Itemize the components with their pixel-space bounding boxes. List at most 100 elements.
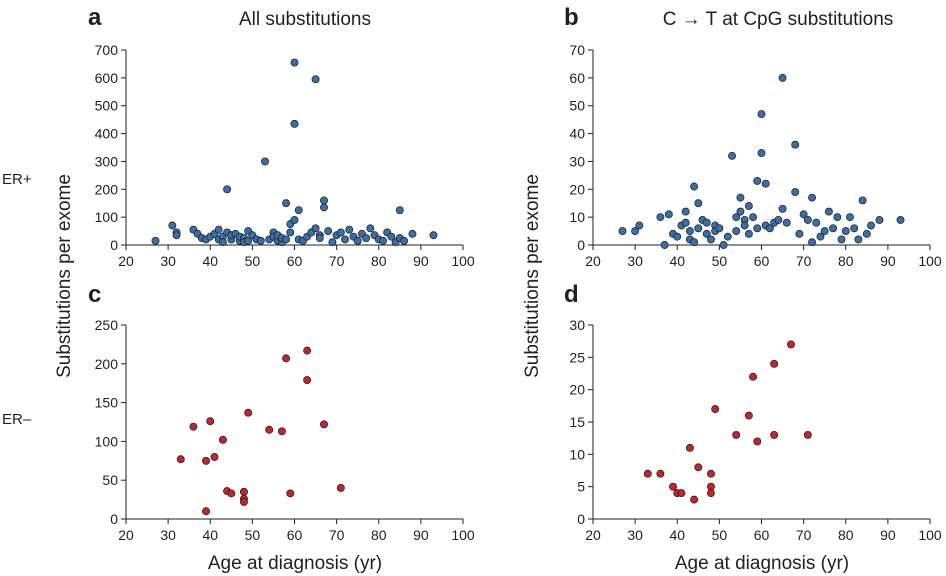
row-label-er-pos: ER+ (2, 171, 32, 188)
panel-b-x-tick-label: 20 (585, 253, 601, 269)
panel-a-y-tick-label: 600 (95, 70, 119, 86)
panel-b-data-point (736, 207, 745, 216)
panel-c-chart: c 0 50 100 150 200 250 20 30 40 50 60 70 80 90 100 (88, 281, 475, 543)
panel-a-y-tick-label: 500 (95, 98, 119, 114)
y-axis-label-left: Substitutions per exome (54, 174, 75, 378)
panel-b-data-point (808, 238, 817, 247)
panel-c-label: c (88, 281, 101, 308)
panel-d-x-tick-label: 60 (754, 527, 770, 543)
panel-a-data-point (286, 228, 295, 237)
panel-d-y-tick-label: 10 (569, 446, 585, 462)
panel-a-x-tick-label: 50 (245, 253, 261, 269)
panel-c-y-tick-label: 50 (102, 472, 118, 488)
panel-c-x-tick-label: 50 (245, 527, 261, 543)
panel-d-x-tick-label: 30 (627, 527, 643, 543)
panel-b-data-point (791, 140, 800, 149)
panel-a-data-point (429, 231, 438, 240)
panel-b-x-tick-label: 40 (669, 253, 685, 269)
panel-a-data-point (282, 199, 291, 208)
panel-a-data-point (315, 234, 324, 242)
panel-c-data-point (286, 489, 295, 498)
panel-b-data-point (808, 193, 817, 202)
panel-b-y-tick-label: 70 (569, 42, 585, 58)
panel-a-data-point (214, 225, 223, 234)
panel-b-data-point (681, 218, 690, 227)
panel-a-x-tick-label: 90 (413, 253, 429, 269)
panel-b-y-tick-label: 50 (569, 98, 585, 114)
panel-d-data-point (744, 411, 753, 420)
panel-b-data-point (732, 213, 741, 222)
y-axis-label-right: Substitutions per exome (522, 174, 543, 378)
panel-c-y-tick-label: 0 (110, 511, 118, 527)
panel-c-data-point (303, 376, 312, 385)
panel-d-data-point (770, 359, 779, 368)
panel-d-x-tick-label: 20 (585, 527, 601, 543)
panel-b-data-point (837, 235, 846, 244)
panel-b-data-point (854, 235, 863, 244)
panel-b-data-point (702, 229, 711, 238)
panel-a-data-point (311, 224, 320, 233)
panel-c-data-point (265, 425, 274, 434)
panel-b-data-point (850, 224, 859, 233)
panel-d-data-point (656, 469, 665, 478)
panel-b-data-point (824, 207, 833, 216)
panel-b-data-point (723, 232, 732, 241)
panel-d-data-point (707, 469, 715, 478)
panel-a-data-point (328, 238, 337, 247)
panel-b-data-point (829, 224, 838, 233)
panel-b-y-tick-label: 30 (569, 153, 585, 169)
panel-d-data-point (770, 430, 779, 439)
panel-d-x-tick-label: 100 (918, 527, 942, 543)
panel-d-y-tick-label: 15 (569, 414, 585, 430)
panel-d-data-point (707, 489, 715, 498)
panel-b-data-point (715, 224, 724, 233)
panel-b-data-point (846, 213, 854, 222)
panel-a-data-point (362, 234, 371, 242)
panel-b-data-point (681, 207, 690, 216)
panel-a-y-tick-label: 400 (95, 126, 119, 142)
panel-a-x-tick-label: 60 (287, 253, 303, 269)
panel-a-data-point (290, 215, 299, 224)
panel-c-y-tick-label: 250 (95, 317, 119, 333)
panel-a-x-tick-label: 80 (371, 253, 387, 269)
panel-a-data-point (320, 203, 328, 212)
panel-a-y-tick-label: 0 (110, 237, 118, 253)
panel-b-data-point (791, 188, 800, 197)
panel-a-chart: a All substitutions 0 100 200 300 400 500 600 7… (88, 4, 475, 269)
panel-a-data-point (168, 221, 177, 230)
panel-c-data-point (320, 420, 328, 429)
panel-a-data-point (379, 236, 387, 245)
panel-b-data-point (732, 227, 741, 236)
panel-a-title: All substitutions (239, 9, 371, 30)
panel-d-data-point (732, 430, 741, 439)
panel-b-x-tick-label: 60 (754, 253, 770, 269)
panel-b-x-tick-label: 80 (838, 253, 854, 269)
panel-b-chart: b C → T at CpG substitutions 0 10 20 30 40 50… (564, 4, 942, 269)
panel-b-data-point (867, 221, 875, 230)
panel-b-data-point (707, 235, 715, 244)
x-axis-label-left: Age at diagnosis (yr) (208, 553, 382, 574)
panel-a-x-tick-label: 100 (451, 253, 475, 269)
panel-c-x-tick-label: 70 (329, 527, 345, 543)
panel-a-data-point (387, 232, 396, 241)
panel-d-data-point (690, 495, 699, 504)
panel-b-data-point (740, 221, 749, 230)
panel-a-x-tick-label: 70 (329, 253, 345, 269)
panel-a-data-point (218, 238, 227, 247)
panel-b-data-point (858, 196, 867, 205)
panel-b-data-point (635, 221, 644, 230)
panel-d-y-tick-label: 25 (569, 349, 585, 365)
panel-b-data-point (799, 210, 808, 219)
panel-b-data-point (833, 213, 842, 222)
panel-b-data-point (765, 224, 774, 233)
panel-b-data-point (820, 227, 829, 236)
panel-c-data-point (336, 484, 345, 492)
panel-c-x-tick-label: 40 (202, 527, 218, 543)
panel-c-data-point (206, 417, 215, 426)
panel-c-data-point (176, 455, 185, 464)
panel-a-y-tick-label: 300 (95, 153, 119, 169)
panel-d-x-tick-label: 40 (669, 527, 685, 543)
panel-b-data-point (736, 193, 745, 202)
panel-b-data-point (778, 73, 787, 82)
